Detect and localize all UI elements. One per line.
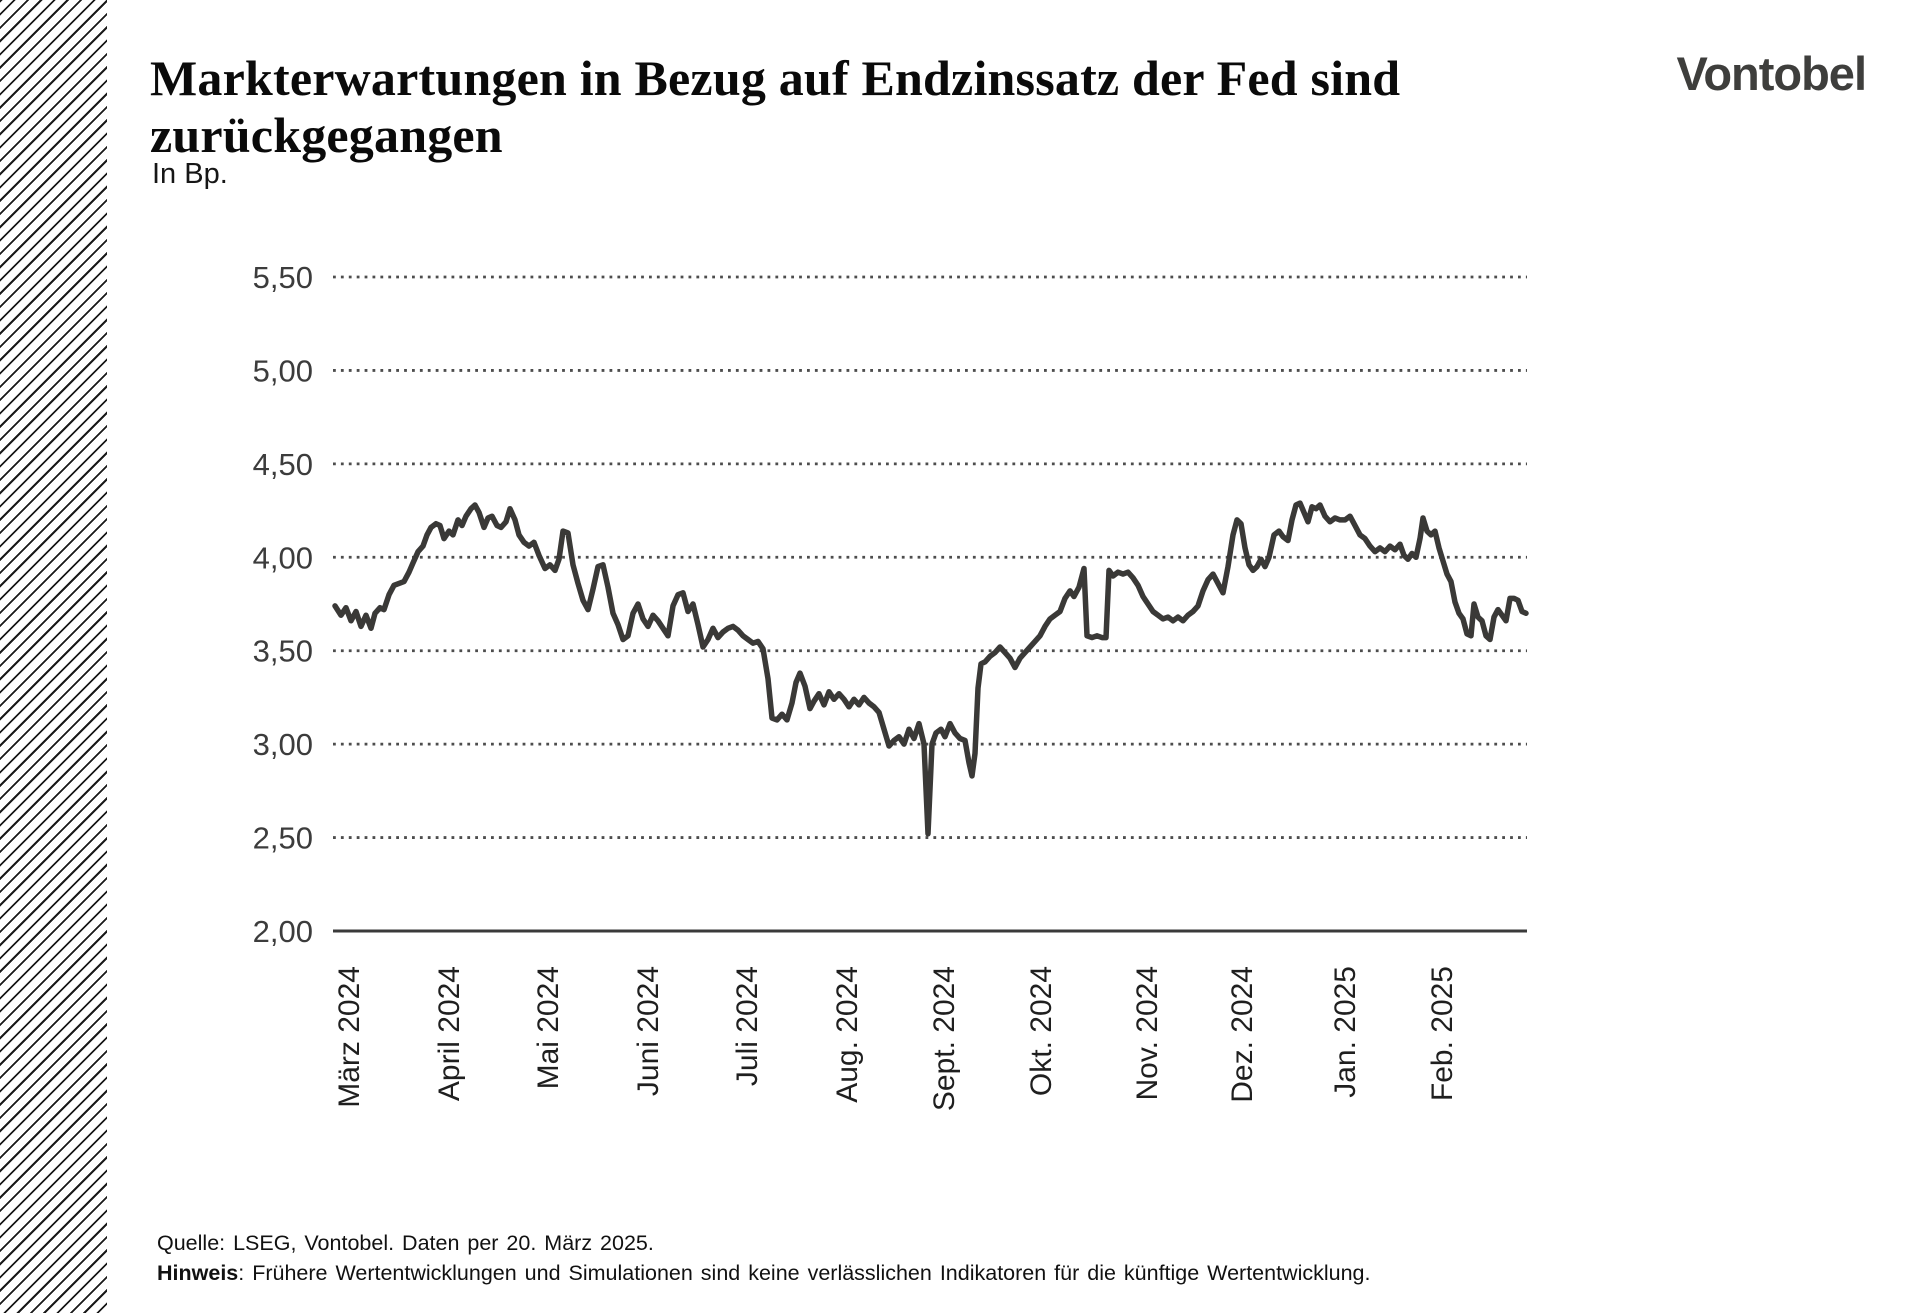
y-tick-label: 4,50 — [253, 447, 313, 482]
note-label: Hinweis — [157, 1261, 239, 1285]
decorative-hatch-stripe — [0, 0, 107, 1313]
note-line: Hinweis: Frühere Wertentwicklungen und S… — [157, 1258, 1371, 1288]
x-tick-label: Aug. 2024 — [831, 966, 864, 1103]
footnote: Quelle: LSEG, Vontobel. Daten per 20. Mä… — [157, 1228, 1371, 1288]
x-tick-label: Feb. 2025 — [1426, 966, 1459, 1101]
x-tick-label: April 2024 — [433, 966, 466, 1101]
y-tick-label: 2,00 — [253, 914, 313, 949]
x-tick-label: Sept. 2024 — [928, 966, 961, 1111]
x-tick-label: Nov. 2024 — [1131, 966, 1164, 1101]
x-tick-label: Jan. 2025 — [1329, 966, 1362, 1098]
source-line: Quelle: LSEG, Vontobel. Daten per 20. Mä… — [157, 1231, 654, 1255]
x-tick-label: März 2024 — [333, 966, 366, 1108]
x-tick-label: Okt. 2024 — [1025, 966, 1058, 1096]
y-tick-label: 4,00 — [253, 540, 313, 575]
x-tick-label: Dez. 2024 — [1226, 966, 1259, 1103]
y-tick-label: 3,50 — [253, 634, 313, 669]
y-tick-label: 3,00 — [253, 727, 313, 762]
y-tick-label: 5,00 — [253, 353, 313, 388]
x-tick-label: Juli 2024 — [731, 966, 764, 1086]
y-tick-label: 5,50 — [253, 260, 313, 295]
note-text: : Frühere Wertentwicklungen und Simulati… — [238, 1261, 1371, 1285]
y-tick-label: 2,50 — [253, 821, 313, 856]
series-line — [332, 500, 1529, 837]
vontobel-logo: Vontobel — [1676, 47, 1867, 100]
x-tick-label: Mai 2024 — [532, 966, 565, 1089]
chart-title-line1: Markterwartungen in Bezug auf Endzinssat… — [150, 50, 1401, 106]
chart-title: Markterwartungen in Bezug auf Endzinssat… — [150, 50, 1400, 164]
x-tick-label: Juni 2024 — [632, 966, 665, 1096]
chart-title-line2: zurückgegangen — [150, 107, 503, 163]
chart-unit-label: In Bp. — [152, 158, 228, 190]
